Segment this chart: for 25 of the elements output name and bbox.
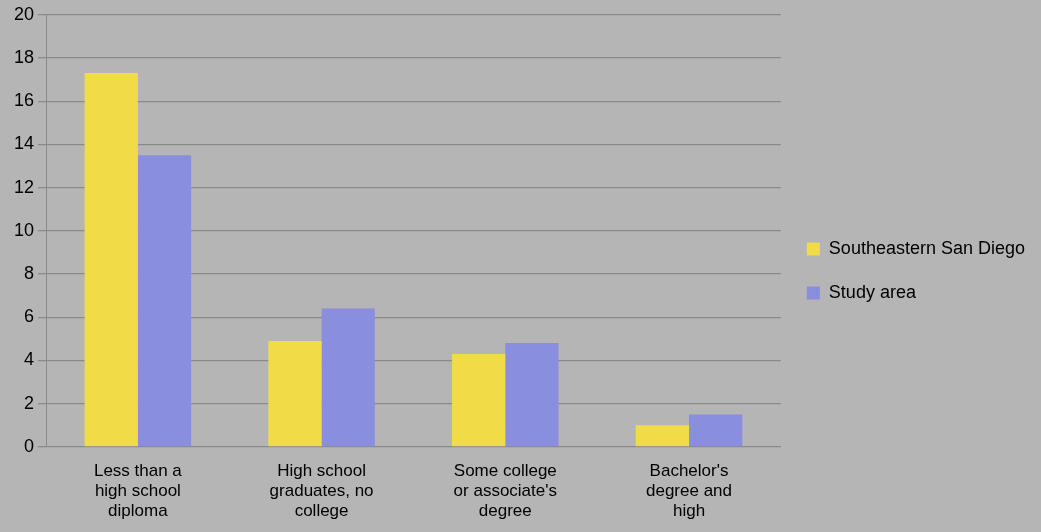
bar xyxy=(137,155,192,447)
y-tick-label: 16 xyxy=(13,90,35,111)
x-tick-label: Some college or associate's degree xyxy=(453,460,557,521)
x-tick-label: High school graduates, no college xyxy=(269,460,374,521)
y-tick-label: 14 xyxy=(13,133,35,154)
y-tick-label: 0 xyxy=(24,435,35,456)
legend-label: Southeastern San Diego xyxy=(828,237,1025,258)
bar xyxy=(689,414,743,447)
y-tick-label: 10 xyxy=(13,219,35,240)
y-tick-label: 8 xyxy=(24,262,35,283)
y-tick-label: 6 xyxy=(24,306,35,327)
y-tick-label: 20 xyxy=(13,3,35,24)
bar xyxy=(635,425,690,447)
bar xyxy=(505,343,559,447)
y-tick-label: 2 xyxy=(24,392,35,413)
x-tick-label: Bachelor's degree and high xyxy=(645,460,733,521)
y-tick-label: 12 xyxy=(13,176,35,197)
bar xyxy=(268,340,322,447)
legend-label: Study area xyxy=(828,281,917,302)
y-tick-label: 4 xyxy=(24,349,35,370)
x-tick-label: Less than a high school diploma xyxy=(93,460,183,521)
bar xyxy=(84,73,138,447)
y-tick-label: 18 xyxy=(13,46,35,67)
bar xyxy=(321,308,375,447)
bar xyxy=(452,353,506,447)
